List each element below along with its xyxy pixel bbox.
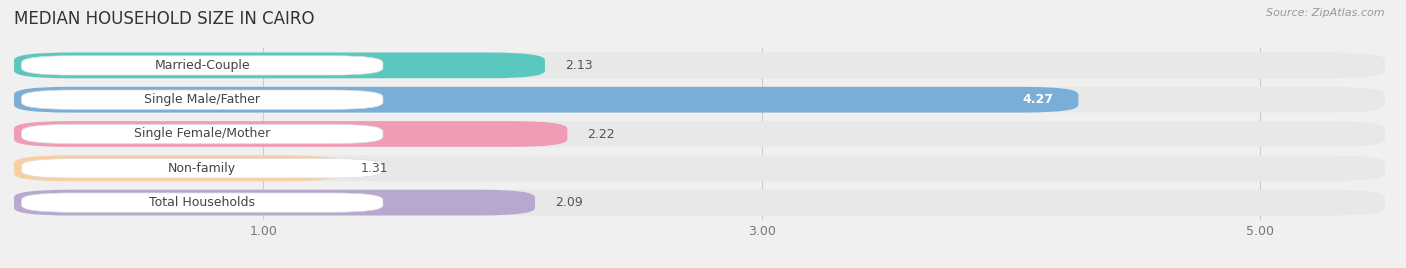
Text: MEDIAN HOUSEHOLD SIZE IN CAIRO: MEDIAN HOUSEHOLD SIZE IN CAIRO [14, 10, 315, 28]
Text: Married-Couple: Married-Couple [155, 59, 250, 72]
Text: 2.22: 2.22 [588, 128, 614, 140]
Text: Single Male/Father: Single Male/Father [145, 93, 260, 106]
Text: 4.27: 4.27 [1022, 93, 1053, 106]
FancyBboxPatch shape [14, 121, 568, 147]
FancyBboxPatch shape [21, 56, 382, 75]
Text: Single Female/Mother: Single Female/Mother [134, 128, 270, 140]
FancyBboxPatch shape [21, 193, 382, 212]
FancyBboxPatch shape [14, 53, 546, 78]
FancyBboxPatch shape [14, 190, 1385, 215]
Text: 1.31: 1.31 [360, 162, 388, 175]
Text: 2.09: 2.09 [555, 196, 582, 209]
Text: 2.13: 2.13 [565, 59, 592, 72]
FancyBboxPatch shape [14, 87, 1385, 113]
FancyBboxPatch shape [21, 90, 382, 109]
FancyBboxPatch shape [14, 87, 1078, 113]
Text: Total Households: Total Households [149, 196, 256, 209]
FancyBboxPatch shape [14, 155, 340, 181]
FancyBboxPatch shape [14, 53, 1385, 78]
FancyBboxPatch shape [14, 155, 1385, 181]
FancyBboxPatch shape [21, 159, 382, 178]
FancyBboxPatch shape [14, 121, 1385, 147]
FancyBboxPatch shape [21, 124, 382, 144]
Text: Source: ZipAtlas.com: Source: ZipAtlas.com [1267, 8, 1385, 18]
FancyBboxPatch shape [14, 190, 534, 215]
Text: Non-family: Non-family [169, 162, 236, 175]
